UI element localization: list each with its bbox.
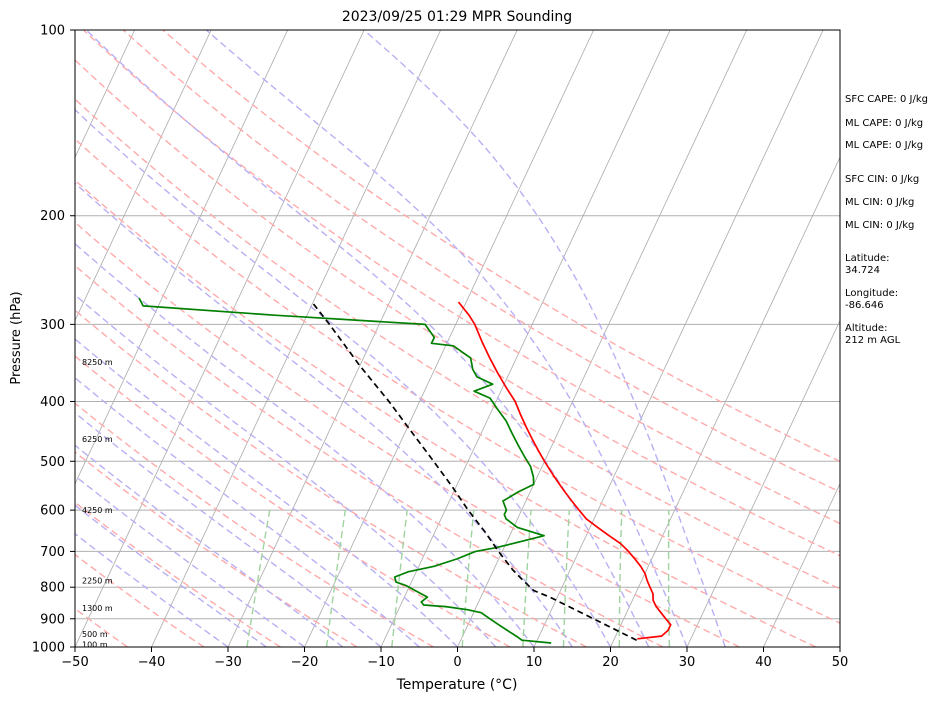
y-tick-label: 300: [40, 318, 65, 333]
y-tick-label: 400: [40, 395, 65, 410]
x-tick-label: 10: [526, 655, 543, 670]
y-tick-label: 900: [40, 612, 65, 627]
y-tick-label: 500: [40, 455, 65, 470]
x-tick-label: 50: [832, 655, 849, 670]
longitude-label: Longitude:: [845, 288, 898, 299]
y-tick-label: 600: [40, 504, 65, 519]
height-label: 2250 m: [82, 576, 113, 585]
y-tick-label: 100: [40, 24, 65, 39]
x-tick-label: −40: [138, 655, 165, 670]
sfc-cin-text: SFC CIN: 0 J/kg: [845, 174, 919, 185]
x-tick-label: 20: [602, 655, 619, 670]
ml-cape-text: ML CAPE: 0 J/kg: [845, 118, 923, 129]
longitude-value: -86.646: [845, 300, 884, 311]
height-label: 100 m: [82, 640, 108, 649]
x-tick-label: −20: [291, 655, 318, 670]
ml-cin-text-2: ML CIN: 0 J/kg: [845, 220, 914, 231]
sfc-cape-text: SFC CAPE: 0 J/kg: [845, 94, 928, 105]
x-tick-label: −50: [61, 655, 88, 670]
y-axis-label: Pressure (hPa): [9, 291, 24, 384]
height-label: 500 m: [82, 630, 108, 639]
x-tick-label: 0: [453, 655, 461, 670]
height-label: 6250 m: [82, 435, 113, 444]
ml-cin-text: ML CIN: 0 J/kg: [845, 197, 914, 208]
latitude-value: 34.724: [845, 265, 880, 276]
altitude-label: Altitude:: [845, 323, 887, 334]
y-tick-label: 700: [40, 545, 65, 560]
x-tick-label: 40: [755, 655, 772, 670]
y-tick-label: 800: [40, 581, 65, 596]
height-label: 4250 m: [82, 506, 113, 515]
ml-cape-text-2: ML CAPE: 0 J/kg: [845, 140, 923, 151]
altitude-value: 212 m AGL: [845, 335, 901, 346]
height-label: 1300 m: [82, 604, 113, 613]
latitude-label: Latitude:: [845, 253, 890, 264]
height-label: 8250 m: [82, 358, 113, 367]
chart-title: 2023/09/25 01:29 MPR Sounding: [342, 9, 572, 25]
x-axis-label: Temperature (°C): [396, 677, 518, 693]
y-tick-label: 200: [40, 209, 65, 224]
x-tick-label: −10: [367, 655, 394, 670]
x-tick-label: 30: [679, 655, 696, 670]
x-tick-label: −30: [214, 655, 241, 670]
y-tick-label: 1000: [32, 641, 65, 656]
